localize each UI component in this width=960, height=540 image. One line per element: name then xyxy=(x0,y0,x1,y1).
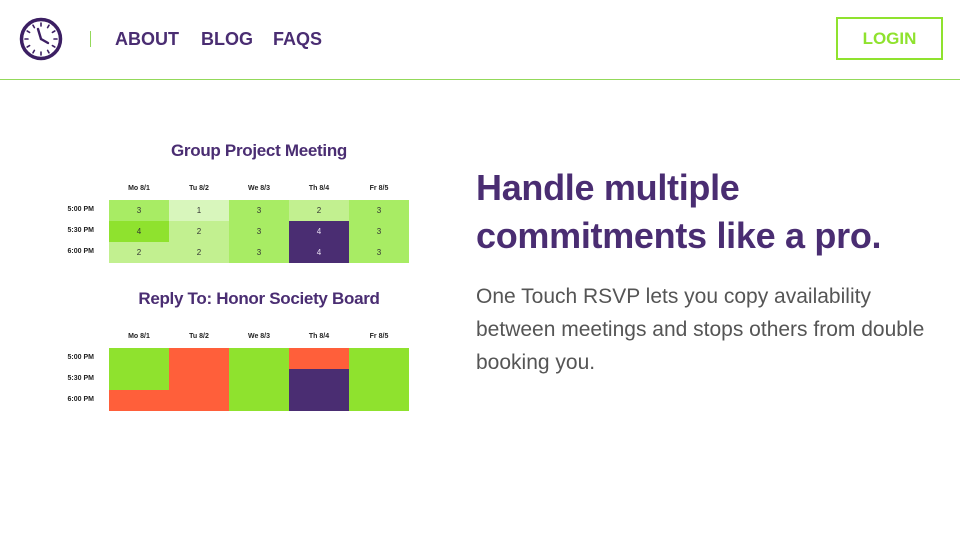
availability-cell[interactable]: 3 xyxy=(109,200,169,221)
availability-cell[interactable] xyxy=(109,369,169,390)
availability-cell[interactable]: 4 xyxy=(289,242,349,263)
time-label: 6:00 PM xyxy=(67,248,94,255)
day-header: Tu 8/2 xyxy=(189,185,209,192)
hero-headline: Handle multiple commitments like a pro. xyxy=(476,167,882,256)
availability-cell[interactable]: 3 xyxy=(349,200,409,221)
day-header: We 8/3 xyxy=(247,185,271,192)
nav-faqs[interactable]: FAQS xyxy=(273,29,323,49)
availability-cell[interactable]: 4 xyxy=(289,221,349,242)
time-label: 5:30 PM xyxy=(67,227,94,234)
nav-divider xyxy=(90,31,91,47)
availability-cell[interactable]: 2 xyxy=(109,242,169,263)
time-label: 6:00 PM xyxy=(67,396,94,403)
availability-cell[interactable]: 1 xyxy=(169,200,229,221)
time-label: 5:00 PM xyxy=(67,354,94,361)
availability-cell[interactable]: 2 xyxy=(169,221,229,242)
nav-about[interactable]: ABOUT xyxy=(115,29,179,49)
site-header: ABOUT BLOG FAQS LOGIN xyxy=(0,0,960,80)
availability-cell[interactable]: 3 xyxy=(229,242,289,263)
schedule-title: Reply To: Honor Society Board xyxy=(138,289,380,308)
availability-cell[interactable]: 3 xyxy=(229,221,289,242)
availability-cell[interactable] xyxy=(349,348,409,369)
hero-description: One Touch RSVP lets you copy availabilit… xyxy=(476,285,925,374)
availability-cell[interactable]: 3 xyxy=(349,221,409,242)
availability-cell[interactable]: 2 xyxy=(289,200,349,221)
availability-cell[interactable] xyxy=(229,369,289,390)
day-header: Fr 8/5 xyxy=(369,185,389,192)
clock-icon[interactable] xyxy=(19,17,63,61)
time-label: 5:00 PM xyxy=(67,206,94,213)
nav-blog[interactable]: BLOG xyxy=(201,29,253,49)
availability-cell[interactable] xyxy=(169,348,229,369)
availability-cell[interactable] xyxy=(289,348,349,369)
time-label: 5:30 PM xyxy=(67,375,94,382)
availability-cell[interactable] xyxy=(229,348,289,369)
availability-cell[interactable] xyxy=(109,390,169,411)
availability-cell[interactable]: 2 xyxy=(169,242,229,263)
availability-cell[interactable] xyxy=(169,369,229,390)
day-header: Fr 8/5 xyxy=(369,333,389,340)
schedule-title: Group Project Meeting xyxy=(171,141,347,160)
availability-cell[interactable] xyxy=(289,369,349,390)
day-header: Mo 8/1 xyxy=(128,333,150,340)
availability-cell[interactable] xyxy=(349,369,409,390)
availability-cell[interactable]: 3 xyxy=(229,200,289,221)
availability-cell[interactable] xyxy=(289,390,349,411)
availability-cell[interactable] xyxy=(349,390,409,411)
day-header: Th 8/4 xyxy=(308,185,330,192)
availability-cell[interactable] xyxy=(109,348,169,369)
day-header: Tu 8/2 xyxy=(189,333,209,340)
availability-cell[interactable]: 3 xyxy=(349,242,409,263)
day-header: We 8/3 xyxy=(247,333,271,340)
availability-cell[interactable] xyxy=(169,390,229,411)
login-button[interactable]: LOGIN xyxy=(836,17,943,60)
day-header: Mo 8/1 xyxy=(128,185,150,192)
availability-cell[interactable]: 4 xyxy=(109,221,169,242)
day-header: Th 8/4 xyxy=(308,333,330,340)
availability-cell[interactable] xyxy=(229,390,289,411)
